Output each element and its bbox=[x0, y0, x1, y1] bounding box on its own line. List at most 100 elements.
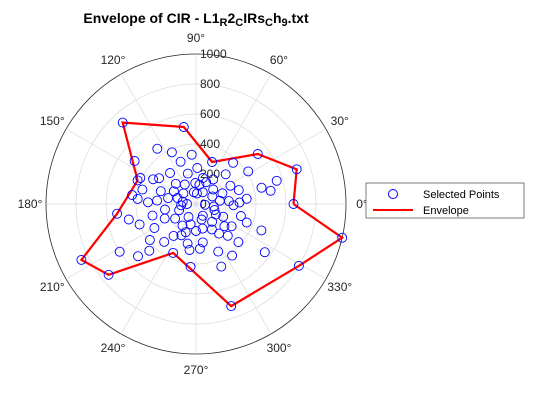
radial-tick-label: 1000 bbox=[200, 47, 227, 61]
selected-point bbox=[218, 211, 229, 222]
polar-grid bbox=[45, 53, 347, 355]
selected-point bbox=[206, 224, 217, 235]
selected-point bbox=[152, 143, 163, 154]
selected-point bbox=[148, 174, 159, 185]
selected-point bbox=[233, 185, 244, 196]
angle-grid-line bbox=[120, 73, 197, 205]
selected-point bbox=[154, 173, 165, 184]
angle-grid-line bbox=[65, 128, 197, 205]
selected-point bbox=[132, 175, 143, 186]
selected-point bbox=[155, 186, 166, 197]
selected-point bbox=[117, 117, 128, 128]
selected-point bbox=[226, 301, 237, 312]
selected-point bbox=[144, 245, 155, 256]
selected-point bbox=[184, 245, 195, 255]
selected-point bbox=[194, 243, 205, 254]
selected-point bbox=[210, 209, 221, 220]
selected-point bbox=[132, 193, 143, 204]
selected-point bbox=[217, 188, 228, 199]
selected-point bbox=[137, 184, 148, 195]
selected-point bbox=[191, 188, 202, 199]
selected-point bbox=[241, 217, 252, 228]
selected-point bbox=[208, 174, 219, 185]
selected-point bbox=[147, 210, 158, 221]
selected-point bbox=[208, 184, 219, 195]
title-subscript: C bbox=[265, 17, 273, 29]
selected-point bbox=[176, 230, 187, 241]
angle-tick-label: 330° bbox=[327, 280, 352, 294]
title-subscript: C bbox=[235, 17, 243, 29]
selected-point bbox=[214, 195, 225, 206]
selected-point bbox=[159, 213, 170, 224]
selected-point bbox=[216, 261, 227, 272]
selected-point bbox=[190, 178, 201, 188]
selected-point bbox=[103, 269, 114, 280]
selected-point bbox=[197, 210, 208, 221]
radial-tick-label: 400 bbox=[200, 137, 220, 151]
angle-tick-label: 270° bbox=[184, 363, 209, 377]
envelope-line bbox=[79, 121, 345, 308]
selected-point bbox=[209, 205, 220, 215]
radial-tick-label: 600 bbox=[200, 107, 220, 121]
selected-point bbox=[192, 163, 203, 173]
title-subscript: R bbox=[219, 17, 227, 29]
selected-point bbox=[160, 204, 170, 215]
selected-point bbox=[170, 178, 181, 189]
angle-tick-label: 120° bbox=[101, 53, 126, 67]
selected-point bbox=[222, 230, 233, 241]
selected-point bbox=[129, 156, 140, 166]
selected-point bbox=[133, 251, 143, 262]
legend-marker-selected-points bbox=[388, 189, 398, 199]
selected-point bbox=[168, 230, 179, 241]
legend-box bbox=[365, 182, 525, 219]
selected-point bbox=[135, 173, 146, 183]
angle-tick-label: 240° bbox=[101, 341, 126, 355]
angle-grid-line bbox=[120, 203, 197, 335]
selected-point bbox=[235, 211, 246, 221]
selected-point bbox=[214, 228, 225, 239]
selected-point bbox=[166, 147, 177, 158]
selected-point bbox=[196, 214, 207, 225]
selected-point bbox=[271, 175, 282, 186]
selected-point bbox=[177, 220, 188, 231]
selected-point bbox=[293, 260, 304, 271]
selected-point bbox=[175, 156, 186, 167]
selected-point bbox=[259, 247, 270, 258]
selected-point bbox=[165, 168, 175, 178]
title-subscript: 9 bbox=[282, 17, 288, 29]
angle-tick-label: 90° bbox=[187, 31, 205, 45]
selected-point bbox=[225, 180, 236, 191]
selected-point bbox=[143, 197, 153, 208]
selected-point bbox=[228, 157, 239, 168]
selected-point bbox=[219, 221, 230, 232]
title-segment: .txt bbox=[288, 10, 309, 26]
selected-point bbox=[200, 199, 210, 210]
selected-point bbox=[149, 223, 160, 233]
radial-tick-label: 0 bbox=[200, 197, 207, 211]
selected-point bbox=[288, 199, 299, 209]
selected-point bbox=[172, 193, 183, 203]
selected-point bbox=[182, 199, 192, 209]
selected-point bbox=[183, 212, 194, 222]
angle-grid-line bbox=[195, 203, 272, 335]
selected-point bbox=[123, 214, 134, 225]
selected-point bbox=[256, 182, 267, 193]
selected-point bbox=[337, 232, 348, 243]
title-segment: IRs bbox=[243, 10, 265, 26]
selected-points-series bbox=[76, 117, 348, 312]
selected-point bbox=[170, 213, 181, 224]
selected-point bbox=[182, 168, 193, 179]
selected-point bbox=[197, 237, 208, 248]
selected-point bbox=[213, 246, 224, 257]
angle-tick-label: 300° bbox=[267, 341, 292, 355]
selected-point bbox=[227, 250, 238, 261]
selected-point bbox=[207, 157, 218, 167]
selected-point bbox=[256, 225, 267, 236]
selected-point bbox=[265, 185, 276, 196]
chart-title: Envelope of CIR - L1R2CIRsCh9.txt bbox=[83, 10, 309, 29]
legend-label-envelope: Envelope bbox=[423, 205, 469, 217]
title-segment: Envelope of CIR - L1 bbox=[83, 10, 219, 26]
angle-tick-label: 30° bbox=[331, 114, 349, 128]
angle-tick-label: 150° bbox=[40, 114, 65, 128]
